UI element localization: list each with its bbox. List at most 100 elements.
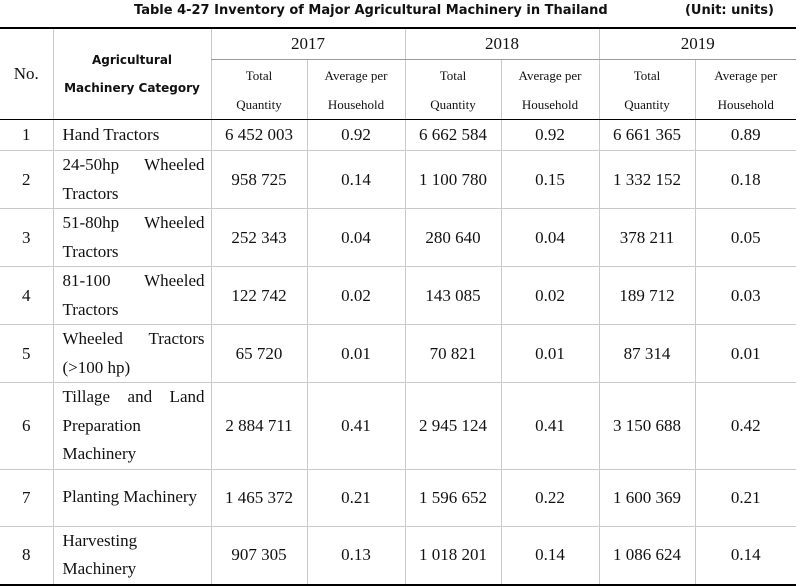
- total-2019: 1 086 624: [598, 526, 695, 585]
- header-year-2018: 2018: [404, 28, 599, 60]
- header-year-2017: 2017: [210, 28, 405, 60]
- header-category: Agricultural Machinery Category: [52, 28, 211, 120]
- row-number: 4: [0, 266, 53, 325]
- avg-2017: 0.02: [306, 266, 405, 325]
- total-2018: 1 596 652: [404, 469, 501, 527]
- total-2017: 907 305: [210, 526, 307, 585]
- total-2017: 65 720: [210, 324, 307, 383]
- avg-2019: 0.21: [694, 469, 796, 527]
- total-2019: 189 712: [598, 266, 695, 325]
- avg-2019: 0.05: [694, 208, 796, 267]
- total-2018: 1 100 780: [404, 150, 501, 209]
- row-number: 6: [0, 382, 53, 470]
- avg-2019: 0.42: [694, 382, 796, 470]
- header-category-line2: Machinery Category: [64, 81, 200, 95]
- total-2018: 280 640: [404, 208, 501, 267]
- table-header: No. Agricultural Machinery Category 2017 …: [0, 28, 796, 120]
- row-category: 81-100 Wheeled Tractors: [52, 266, 211, 325]
- avg-2019: 0.14: [694, 526, 796, 585]
- avg-2018: 0.01: [500, 324, 599, 383]
- avg-2018: 0.92: [500, 119, 599, 151]
- total-2017: 252 343: [210, 208, 307, 267]
- avg-2018: 0.04: [500, 208, 599, 267]
- row-number: 2: [0, 150, 53, 209]
- header-avg-line1: Average per: [714, 67, 778, 83]
- table-title: Table 4-27 Inventory of Major Agricultur…: [134, 3, 608, 18]
- header-total-line1: Total: [245, 67, 273, 83]
- avg-2017: 0.04: [306, 208, 405, 267]
- total-2019: 1 332 152: [598, 150, 695, 209]
- avg-2017: 0.92: [306, 119, 405, 151]
- header-average-per-household: Average per Household: [500, 59, 599, 120]
- row-number: 1: [0, 119, 53, 151]
- avg-2017: 0.13: [306, 526, 405, 585]
- header-total-line2: Quantity: [624, 96, 670, 112]
- table-row: 5 Wheeled Tractors (>100 hp) 65 720 0.01…: [0, 324, 796, 383]
- total-2018: 6 662 584: [404, 119, 501, 151]
- header-total-line1: Total: [439, 67, 467, 83]
- header-category-line1: Agricultural: [91, 53, 173, 67]
- header-avg-line2: Household: [717, 96, 774, 112]
- total-2018: 1 018 201: [404, 526, 501, 585]
- unit-note: (Unit: units): [684, 3, 774, 18]
- row-category: Planting Machinery: [52, 469, 211, 527]
- row-category: Harvesting Machinery: [52, 526, 211, 585]
- header-no: No.: [0, 28, 53, 120]
- header-avg-line1: Average per: [324, 67, 388, 83]
- header-year-2019: 2019: [598, 28, 796, 60]
- total-2017: 6 452 003: [210, 119, 307, 151]
- total-2019: 1 600 369: [598, 469, 695, 527]
- header-total-quantity: Total Quantity: [404, 59, 501, 120]
- avg-2017: 0.14: [306, 150, 405, 209]
- header-average-per-household: Average per Household: [306, 59, 405, 120]
- row-number: 8: [22, 545, 31, 564]
- total-2019: 6 661 365: [598, 119, 695, 151]
- avg-2017: 0.01: [306, 324, 405, 383]
- avg-2018: 0.41: [500, 382, 599, 470]
- header-average-per-household: Average per Household: [694, 59, 796, 120]
- total-2018: 2 945 124: [404, 382, 501, 470]
- row-category: Hand Tractors: [52, 119, 211, 151]
- header-total-line2: Quantity: [430, 96, 476, 112]
- table-row: 4 81-100 Wheeled Tractors 122 742 0.02 1…: [0, 266, 796, 325]
- avg-2018: 0.15: [500, 150, 599, 209]
- row-number: 7: [0, 469, 53, 527]
- total-2017: 2 884 711: [210, 382, 307, 470]
- header-avg-line2: Household: [327, 96, 385, 112]
- total-2017: 1 465 372: [210, 469, 307, 527]
- table-row: 3 51-80hp Wheeled Tractors 252 343 0.04 …: [0, 208, 796, 267]
- avg-2019: 0.01: [694, 324, 796, 383]
- total-2019: 3 150 688: [598, 382, 695, 470]
- avg-2019: 0.89: [694, 119, 796, 151]
- row-category: 51-80hp Wheeled Tractors: [52, 208, 211, 267]
- header-total-line2: Quantity: [236, 96, 282, 112]
- table-row: 1 Hand Tractors 6 452 003 0.92 6 662 584…: [0, 119, 796, 151]
- total-2018: 70 821: [404, 324, 501, 383]
- table-body: 1 Hand Tractors 6 452 003 0.92 6 662 584…: [0, 119, 796, 585]
- header-avg-line1: Average per: [518, 67, 582, 83]
- total-2018: 143 085: [404, 266, 501, 325]
- row-number: 3: [0, 208, 53, 267]
- header-total-quantity: Total Quantity: [598, 59, 695, 120]
- row-category: Tillage and Land Preparation Machinery: [52, 382, 211, 470]
- avg-2019: 0.03: [694, 266, 796, 325]
- header-avg-line2: Household: [521, 96, 579, 112]
- table-row: 2 24-50hp Wheeled Tractors 958 725 0.14 …: [0, 150, 796, 209]
- row-category: 24-50hp Wheeled Tractors: [52, 150, 211, 209]
- total-2019: 378 211: [598, 208, 695, 267]
- table-row: 8 Harvesting Machinery 907 305 0.13 1 01…: [0, 526, 796, 585]
- total-2019: 87 314: [598, 324, 695, 383]
- avg-2017: 0.21: [306, 469, 405, 527]
- avg-2018: 0.02: [500, 266, 599, 325]
- table-row: 7 Planting Machinery 1 465 372 0.21 1 59…: [0, 469, 796, 527]
- header-total-quantity: Total Quantity: [210, 59, 307, 120]
- row-number: 5: [0, 324, 53, 383]
- row-category: Wheeled Tractors (>100 hp): [52, 324, 211, 383]
- total-2017: 958 725: [210, 150, 307, 209]
- avg-2018: 0.14: [500, 526, 599, 585]
- avg-2019: 0.18: [694, 150, 796, 209]
- avg-2018: 0.22: [500, 469, 599, 527]
- avg-2017: 0.41: [306, 382, 405, 470]
- header-total-line1: Total: [633, 67, 661, 83]
- total-2017: 122 742: [210, 266, 307, 325]
